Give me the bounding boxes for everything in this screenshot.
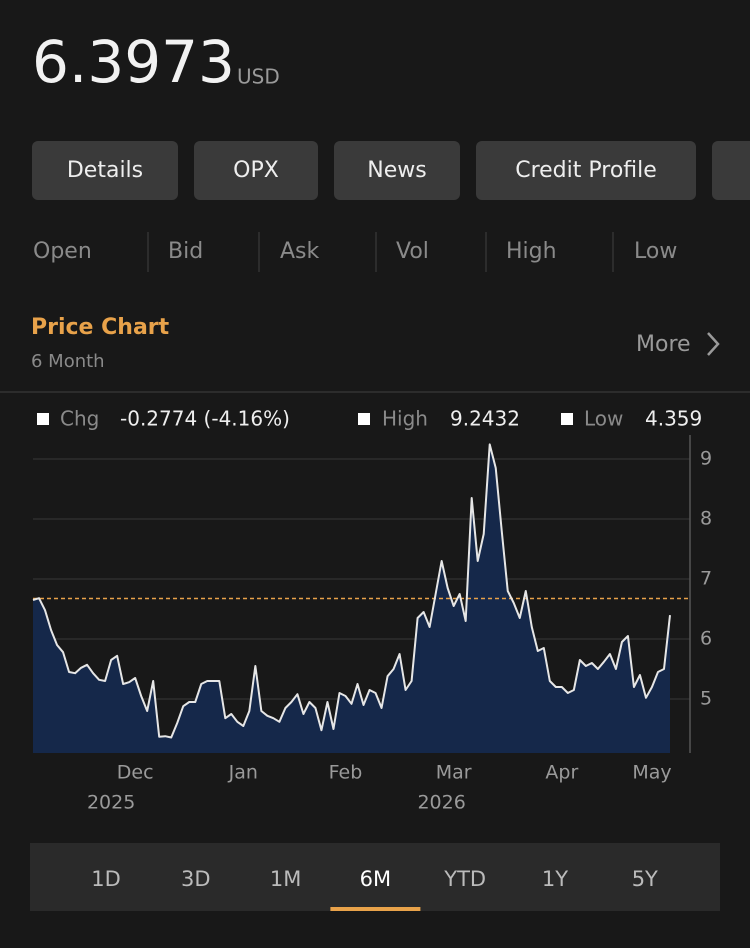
range-button[interactable]: 1Y bbox=[542, 867, 568, 891]
range-button[interactable]: 1D bbox=[91, 867, 121, 891]
currency: USD bbox=[237, 65, 280, 89]
range-button[interactable]: 3D bbox=[181, 867, 211, 891]
price-line bbox=[32, 443, 671, 739]
y-tick-label: 8 bbox=[700, 508, 712, 530]
legend-label: High bbox=[382, 407, 428, 431]
stat-label: Vol bbox=[396, 239, 429, 264]
stat-label: Ask bbox=[280, 239, 320, 264]
tab[interactable] bbox=[476, 141, 696, 200]
stat-label: Bid bbox=[168, 239, 203, 264]
legend-swatch bbox=[37, 413, 49, 425]
legend-swatch bbox=[358, 413, 370, 425]
tab-label[interactable]: News bbox=[367, 158, 426, 183]
x-tick-label: Mar bbox=[436, 762, 472, 784]
range-button[interactable]: 1M bbox=[270, 867, 301, 891]
legend-value: -0.2774 (-4.16%) bbox=[120, 407, 290, 431]
more-link[interactable]: More bbox=[636, 332, 691, 357]
price: 6.3973 bbox=[32, 28, 235, 96]
tab-label[interactable]: OPX bbox=[233, 158, 279, 183]
x-tick-label: Jan bbox=[228, 762, 258, 784]
section-title: Price Chart bbox=[31, 315, 170, 340]
chevron[interactable] bbox=[707, 332, 720, 356]
range-bar bbox=[30, 843, 720, 911]
year-label: 2025 bbox=[87, 792, 135, 814]
range-selected-underline bbox=[330, 907, 421, 911]
range-button[interactable]: YTD bbox=[443, 867, 486, 891]
x-tick-label: May bbox=[632, 762, 671, 784]
legend-value: 9.2432 bbox=[450, 407, 520, 431]
tab-label[interactable]: Credit Profile bbox=[515, 158, 657, 183]
legend-value: 4.359 bbox=[645, 407, 702, 431]
stat-label: Low bbox=[634, 239, 677, 264]
range-button[interactable]: 6M bbox=[360, 867, 391, 891]
legend-swatch bbox=[561, 413, 573, 425]
stat-label: High bbox=[506, 239, 557, 264]
legend-label: Chg bbox=[60, 407, 99, 431]
tab[interactable] bbox=[194, 141, 318, 200]
tab-label[interactable]: Details bbox=[67, 158, 143, 183]
legend-label: Low bbox=[584, 407, 623, 431]
y-tick-label: 6 bbox=[700, 628, 712, 650]
tab[interactable] bbox=[32, 141, 178, 200]
y-tick-label: 7 bbox=[700, 568, 712, 590]
section-subtitle: 6 Month bbox=[31, 351, 105, 372]
range-button[interactable]: 5Y bbox=[632, 867, 658, 891]
x-tick-label: Feb bbox=[329, 762, 363, 784]
stat-label: Open bbox=[33, 239, 92, 264]
x-tick-label: Apr bbox=[545, 762, 578, 784]
area bbox=[33, 444, 670, 753]
y-tick-label: 9 bbox=[700, 448, 712, 470]
tab-partial[interactable] bbox=[712, 141, 750, 200]
x-tick-label: Dec bbox=[117, 762, 154, 784]
tab[interactable] bbox=[334, 141, 460, 200]
year-label: 2026 bbox=[417, 792, 465, 814]
y-tick-label: 5 bbox=[700, 688, 712, 710]
